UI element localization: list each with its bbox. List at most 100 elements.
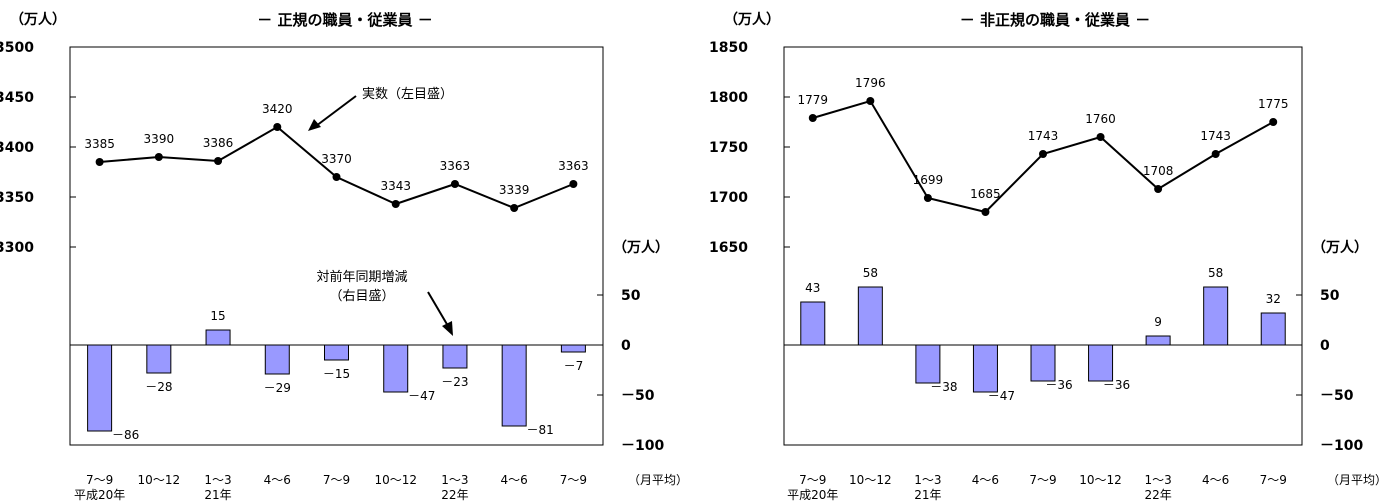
line-data-label: 1743 (1028, 129, 1059, 143)
right-tick-label: 0 (1320, 338, 1330, 354)
line-data-label: 3386 (203, 136, 234, 150)
annotation-actual: 実数（左目盛） (362, 86, 453, 102)
bar (264, 344, 290, 375)
category-label: 10～12 (374, 473, 417, 487)
line-point (1154, 185, 1163, 193)
line-point (923, 194, 932, 202)
line-point (1096, 133, 1105, 141)
line-point (866, 97, 875, 105)
category-label: 10～12 (1079, 473, 1122, 487)
category-label: 1～3 (914, 473, 941, 487)
bar (146, 344, 172, 374)
line-point (332, 173, 341, 181)
left-tick-label: 3400 (0, 140, 34, 156)
category-label: 7～9 (323, 473, 350, 487)
category-label: 4～6 (972, 473, 999, 487)
bar (800, 301, 826, 346)
year-label: 平成20年 (74, 488, 125, 502)
bar (442, 344, 468, 369)
annotation-arrow (315, 95, 357, 127)
line-data-label: 3363 (440, 159, 471, 173)
right-axis-unit: （万人） (613, 239, 669, 256)
left-tick-label: 3450 (0, 90, 34, 106)
right-tick-label: －100 (1320, 438, 1363, 454)
chart-panel-2: － 非正規の職員・従業員 － （万人） （万人） （月平均） 1650 1700 1750 1… (709, 11, 1387, 502)
bar (205, 329, 231, 346)
bar-data-label: －47 (408, 389, 435, 403)
year-label: 21年 (914, 488, 941, 502)
left-tick-label: 1650 (709, 240, 748, 256)
left-tick-label: 1750 (709, 140, 748, 156)
line-data-label: 1708 (1143, 164, 1174, 178)
annotation-arrowhead (442, 321, 453, 336)
bar (1145, 335, 1171, 346)
line-data-label: 1775 (1258, 97, 1289, 111)
category-label: 7～9 (1260, 473, 1287, 487)
line-point (510, 204, 519, 212)
line-point (808, 114, 817, 122)
line-data-label: 3420 (262, 102, 293, 116)
line-data-label: 1685 (970, 187, 1001, 201)
right-axis-unit: （万人） (1312, 239, 1368, 256)
bar-data-label: －86 (112, 428, 139, 442)
bar-data-label: －28 (145, 380, 172, 394)
bar-data-label: 32 (1266, 292, 1281, 306)
bar-data-label: －36 (1045, 378, 1072, 392)
bar (972, 344, 998, 393)
left-tick-label: 1700 (709, 190, 748, 206)
bar (915, 344, 941, 384)
left-tick-label: 3300 (0, 240, 34, 256)
right-tick-label: －50 (621, 388, 655, 404)
line-point (1211, 150, 1220, 158)
category-label: 1～3 (204, 473, 231, 487)
left-tick-label: 1800 (709, 90, 748, 106)
chart-title: － 正規の職員・従業員 － (257, 11, 432, 29)
line-point (1039, 150, 1047, 158)
bar (383, 344, 409, 393)
right-tick-label: －100 (621, 438, 664, 454)
bar-data-label: 58 (863, 266, 878, 280)
annotation-change-line2: （右目盛） (329, 289, 394, 304)
category-label: 1～3 (1144, 473, 1171, 487)
bar (857, 286, 883, 346)
line-data-label: 1779 (798, 93, 829, 107)
bar (87, 344, 113, 432)
line-point (1269, 118, 1278, 126)
left-axis-unit: （万人） (724, 11, 780, 28)
bar-data-label: －7 (564, 359, 584, 373)
category-label: 4～6 (1202, 473, 1229, 487)
chart-title: － 非正規の職員・従業員 － (960, 11, 1150, 29)
plot-frame (783, 46, 1303, 446)
left-axis-unit: （万人） (10, 11, 66, 28)
bar (501, 344, 527, 427)
bar-data-label: －38 (930, 380, 957, 394)
annotation-arrowhead (308, 119, 321, 131)
bar (1260, 312, 1286, 346)
line-data-label: 3390 (144, 132, 175, 146)
annotation-change-line1: 対前年同期増減 (316, 269, 407, 285)
left-tick-label: 1850 (709, 40, 748, 56)
category-label: 7～9 (86, 473, 113, 487)
line-point (391, 200, 400, 208)
year-label: 22年 (1144, 488, 1171, 502)
category-label: 4～6 (501, 473, 528, 487)
period-note: （月平均） (628, 473, 688, 487)
line-data-label: 1796 (855, 76, 886, 90)
chart-panel-1: － 正規の職員・従業員 － （万人） （万人） （月平均） 3300 3350 3400 34… (0, 11, 688, 502)
line-point (95, 158, 104, 166)
year-label: 平成20年 (787, 488, 838, 502)
bar-data-label: －23 (441, 375, 468, 389)
left-tick-label: 3350 (0, 190, 34, 206)
bar-data-label: －29 (264, 381, 291, 395)
right-tick-label: 50 (621, 288, 641, 304)
category-label: 7～9 (1029, 473, 1056, 487)
bar (560, 344, 586, 353)
line-point (273, 123, 282, 131)
annotation-arrow (427, 291, 449, 327)
line-data-label: 3370 (321, 152, 352, 166)
bar-data-label: －36 (1103, 378, 1130, 392)
line-data-label: 1743 (1200, 129, 1231, 143)
bar (1030, 344, 1056, 382)
line-point (981, 208, 990, 216)
